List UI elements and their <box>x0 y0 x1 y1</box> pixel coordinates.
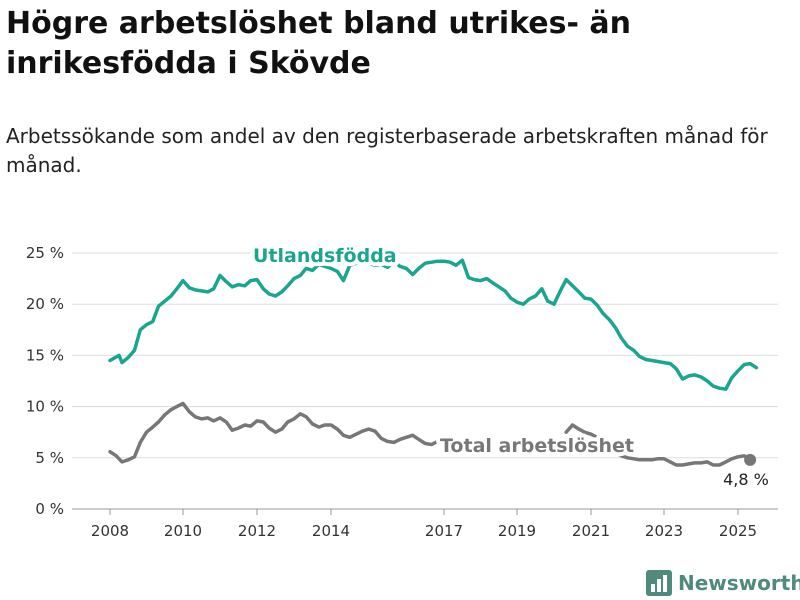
y-tick-label: 25 % <box>26 244 64 262</box>
series-lines <box>108 258 759 467</box>
series-label-utlandsfodda: Utlandsfödda <box>253 245 397 267</box>
gridlines <box>72 252 778 510</box>
x-axis-ticks: 2008 2010 2012 2014 2017 2019 2021 2023 2025 <box>91 509 757 540</box>
bar-chart-logo-icon <box>646 570 672 596</box>
x-tick-label: 2008 <box>91 522 129 540</box>
end-value-label: 4,8 % <box>723 470 769 489</box>
series-label-halo: Utlandsfödda <box>253 245 397 267</box>
brand[interactable]: Newsworthy <box>646 568 800 598</box>
brand-name: Newsworthy <box>678 571 800 595</box>
y-tick-label: 0 % <box>35 500 64 518</box>
x-tick-label: 2010 <box>164 522 202 540</box>
series-line-utlandsfodda <box>108 258 759 391</box>
x-tick-label: 2023 <box>645 522 683 540</box>
series-label-total: Total arbetslöshet <box>440 435 634 457</box>
total-end-point <box>744 453 757 466</box>
y-tick-label: 15 % <box>26 346 64 364</box>
x-tick-label: 2017 <box>425 522 463 540</box>
y-tick-label: 5 % <box>35 449 64 467</box>
series-line-total <box>108 401 446 464</box>
x-tick-label: 2014 <box>312 522 350 540</box>
chart-subtitle: Arbetssökande som andel av den registerb… <box>6 124 768 177</box>
chart-title: Högre arbetslöshet bland utrikes- än inr… <box>6 6 631 81</box>
y-tick-label: 10 % <box>26 398 64 416</box>
x-tick-label: 2019 <box>498 522 536 540</box>
series-label-halo: Total arbetslöshet <box>440 435 634 457</box>
x-tick-label: 2021 <box>572 522 610 540</box>
y-tick-label: 20 % <box>26 295 64 313</box>
y-axis-ticks: 0 % 5 % 10 % 15 % 20 % 25 % <box>26 244 64 518</box>
x-tick-label: 2012 <box>238 522 276 540</box>
series-line-total <box>564 423 752 467</box>
x-tick-label: 2025 <box>719 522 757 540</box>
